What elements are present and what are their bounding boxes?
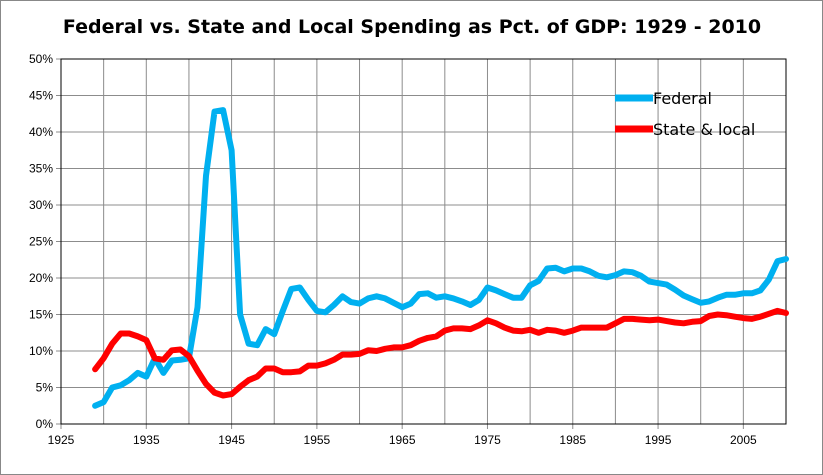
x-tick-label: 1985 [559,433,586,447]
series-line-federal [92,107,789,409]
y-tick-label: 20% [29,271,53,285]
y-tick-label: 5% [36,381,54,395]
legend-label-federal: Federal [653,89,712,108]
x-tick-label: 2005 [730,433,757,447]
y-tick-label: 25% [29,235,53,249]
series-lines [92,107,789,409]
chart-title: Federal vs. State and Local Spending as … [63,16,761,38]
series-line-state-local [92,307,789,399]
x-tick-label: 1965 [389,433,416,447]
x-tick-label: 1975 [474,433,501,447]
y-tick-label: 45% [29,89,53,103]
y-tick-label: 0% [36,417,54,431]
legend-label-state-local: State & local [653,120,755,139]
x-tick-label: 1945 [218,433,245,447]
tick-labels: 1925 1935 1945 1955 1965 1975 1985 1995 2005 0% 5%… [29,52,757,447]
y-tick-label: 15% [29,308,53,322]
legend: Federal State & local [615,89,755,139]
y-tick-label: 10% [29,344,53,358]
plot-area-border [60,58,787,425]
x-tick-label: 1955 [304,433,331,447]
x-tick-label: 1935 [133,433,160,447]
x-tick-label: 1925 [48,433,75,447]
y-tick-label: 30% [29,198,53,212]
gridlines [56,58,787,429]
y-tick-label: 40% [29,125,53,139]
y-tick-label: 50% [29,52,53,66]
x-tick-label: 1995 [645,433,672,447]
y-tick-label: 35% [29,162,53,176]
